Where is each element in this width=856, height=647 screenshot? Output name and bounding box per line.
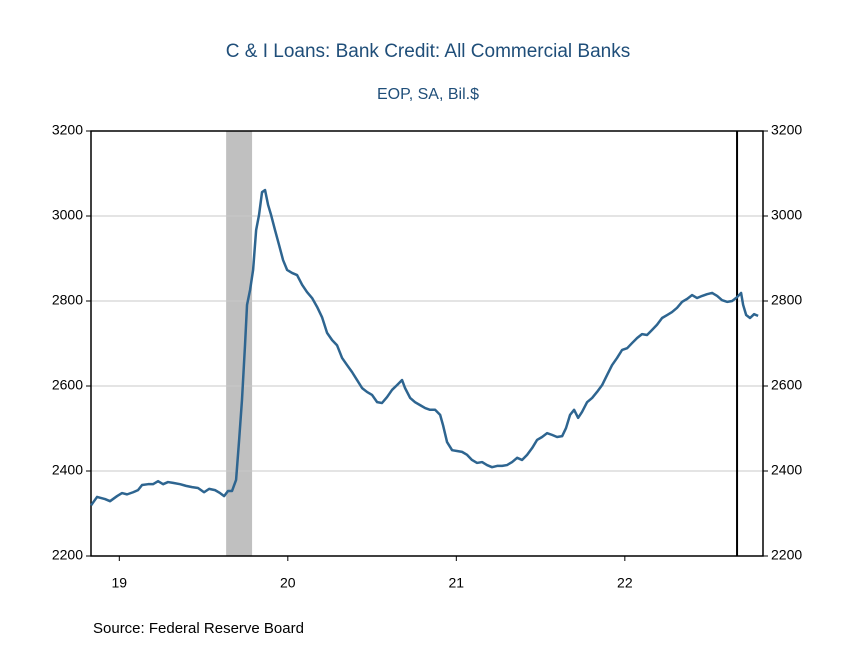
chart-title: C & I Loans: Bank Credit: All Commercial…: [226, 41, 630, 62]
recession-shade: [226, 131, 253, 556]
y2-tick-label: 2800: [771, 292, 802, 308]
plot-frame: [90, 130, 764, 557]
data-line: [89, 188, 759, 507]
x-tick-label: 22: [617, 575, 633, 591]
y2-tick-label: 3200: [771, 122, 802, 138]
x-tick-label: 21: [449, 575, 465, 591]
y-tick-label: 2200: [52, 547, 83, 563]
x-tick-label: 19: [112, 575, 128, 591]
y2-tick-label: 2200: [771, 547, 802, 563]
source-note: Source: Federal Reserve Board: [93, 620, 304, 637]
x-tick-label: 20: [280, 575, 296, 591]
y2-tick-label: 3000: [771, 207, 802, 223]
y2-tick-label: 2600: [771, 377, 802, 393]
y2-tick-label: 2400: [771, 462, 802, 478]
chart-subtitle: EOP, SA, Bil.$: [377, 86, 479, 103]
y-tick-label: 3000: [52, 207, 83, 223]
y-tick-label: 2600: [52, 377, 83, 393]
y-tick-label: 2400: [52, 462, 83, 478]
y-tick-label: 2800: [52, 292, 83, 308]
y-tick-label: 3200: [52, 122, 83, 138]
